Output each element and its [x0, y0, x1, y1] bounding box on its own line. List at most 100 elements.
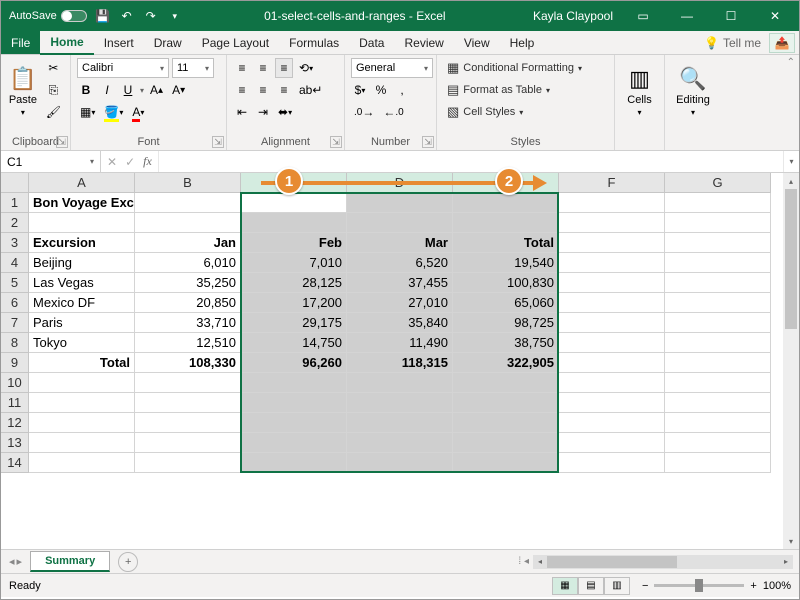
cell-G1[interactable] — [665, 193, 771, 213]
view-page-layout-button[interactable]: ▤ — [578, 577, 604, 595]
cut-icon[interactable]: ✂ — [43, 58, 64, 78]
cell-F6[interactable] — [559, 293, 665, 313]
cell-F9[interactable] — [559, 353, 665, 373]
cell-C6[interactable]: 17,200 — [241, 293, 347, 313]
tab-insert[interactable]: Insert — [94, 32, 144, 54]
align-center-button[interactable]: ≡ — [254, 80, 272, 100]
cell-G5[interactable] — [665, 273, 771, 293]
cell-G3[interactable] — [665, 233, 771, 253]
cell-A10[interactable] — [29, 373, 135, 393]
cell-C4[interactable]: 7,010 — [241, 253, 347, 273]
name-box[interactable]: C1▾ — [1, 151, 101, 172]
close-button[interactable]: ✕ — [755, 1, 795, 31]
cell-F11[interactable] — [559, 393, 665, 413]
cell-A4[interactable]: Beijing — [29, 253, 135, 273]
underline-button[interactable]: U — [119, 80, 137, 100]
cell-B4[interactable]: 6,010 — [135, 253, 241, 273]
cell-B2[interactable] — [135, 213, 241, 233]
column-header-G[interactable]: G — [665, 173, 771, 193]
clipboard-dialog-launcher[interactable]: ⇲ — [56, 136, 68, 148]
paste-button[interactable]: 📋 Paste ▾ — [7, 58, 39, 124]
column-header-F[interactable]: F — [559, 173, 665, 193]
cell-C10[interactable] — [241, 373, 347, 393]
cell-A9[interactable]: Total — [29, 353, 135, 373]
comma-button[interactable]: , — [393, 80, 411, 100]
cell-E8[interactable]: 38,750 — [453, 333, 559, 353]
cell-B13[interactable] — [135, 433, 241, 453]
tab-view[interactable]: View — [454, 32, 500, 54]
zoom-out-button[interactable]: − — [642, 580, 648, 592]
font-dialog-launcher[interactable]: ⇲ — [212, 136, 224, 148]
cell-G6[interactable] — [665, 293, 771, 313]
cell-E6[interactable]: 65,060 — [453, 293, 559, 313]
cell-E13[interactable] — [453, 433, 559, 453]
maximize-button[interactable]: ☐ — [711, 1, 751, 31]
align-right-button[interactable]: ≡ — [275, 80, 293, 100]
align-middle-button[interactable]: ≡ — [254, 58, 272, 78]
increase-indent-button[interactable]: ⇥ — [254, 102, 272, 122]
row-header-1[interactable]: 1 — [1, 193, 29, 213]
row-header-3[interactable]: 3 — [1, 233, 29, 253]
row-header-9[interactable]: 9 — [1, 353, 29, 373]
cell-F2[interactable] — [559, 213, 665, 233]
orientation-button[interactable]: ⟲▾ — [296, 58, 316, 78]
shrink-font-button[interactable]: A▾ — [169, 80, 188, 100]
row-header-11[interactable]: 11 — [1, 393, 29, 413]
horizontal-scrollbar[interactable]: ◂▸ — [533, 555, 793, 569]
minimize-button[interactable]: — — [667, 1, 707, 31]
cell-G8[interactable] — [665, 333, 771, 353]
cell-D6[interactable]: 27,010 — [347, 293, 453, 313]
format-painter-icon[interactable]: 🖌 — [43, 102, 64, 122]
cell-F12[interactable] — [559, 413, 665, 433]
cell-B6[interactable]: 20,850 — [135, 293, 241, 313]
cell-D13[interactable] — [347, 433, 453, 453]
ribbon-options-icon[interactable]: ▭ — [623, 1, 663, 31]
fill-color-button[interactable]: 🪣▾ — [101, 102, 126, 122]
cell-B10[interactable] — [135, 373, 241, 393]
vertical-scrollbar[interactable]: ▴▾ — [783, 173, 799, 549]
cancel-formula-icon[interactable]: ✕ — [107, 155, 117, 169]
cell-F5[interactable] — [559, 273, 665, 293]
cell-B1[interactable] — [135, 193, 241, 213]
number-dialog-launcher[interactable]: ⇲ — [422, 136, 434, 148]
cell-D5[interactable]: 37,455 — [347, 273, 453, 293]
accept-formula-icon[interactable]: ✓ — [125, 155, 135, 169]
cell-A14[interactable] — [29, 453, 135, 473]
cell-C5[interactable]: 28,125 — [241, 273, 347, 293]
cell-C7[interactable]: 29,175 — [241, 313, 347, 333]
column-header-B[interactable]: B — [135, 173, 241, 193]
cell-F1[interactable] — [559, 193, 665, 213]
cell-B5[interactable]: 35,250 — [135, 273, 241, 293]
tell-me-search[interactable]: 💡 Tell me — [696, 36, 769, 50]
undo-icon[interactable]: ↶ — [119, 8, 135, 24]
row-header-10[interactable]: 10 — [1, 373, 29, 393]
cell-D1[interactable] — [347, 193, 453, 213]
cell-A12[interactable] — [29, 413, 135, 433]
cell-C3[interactable]: Feb — [241, 233, 347, 253]
cell-A6[interactable]: Mexico DF — [29, 293, 135, 313]
cell-A8[interactable]: Tokyo — [29, 333, 135, 353]
row-header-8[interactable]: 8 — [1, 333, 29, 353]
row-header-2[interactable]: 2 — [1, 213, 29, 233]
cells-button[interactable]: ▥Cells▾ — [621, 58, 658, 124]
cell-G7[interactable] — [665, 313, 771, 333]
cell-E11[interactable] — [453, 393, 559, 413]
row-header-13[interactable]: 13 — [1, 433, 29, 453]
cell-F4[interactable] — [559, 253, 665, 273]
bold-button[interactable]: B — [77, 80, 95, 100]
cell-E3[interactable]: Total — [453, 233, 559, 253]
cell-C12[interactable] — [241, 413, 347, 433]
font-size-combo[interactable]: 11▾ — [172, 58, 214, 78]
cell-E2[interactable] — [453, 213, 559, 233]
column-header-A[interactable]: A — [29, 173, 135, 193]
cell-A7[interactable]: Paris — [29, 313, 135, 333]
conditional-formatting-button[interactable]: ▦Conditional Formatting▾ — [443, 58, 586, 78]
row-header-14[interactable]: 14 — [1, 453, 29, 473]
cell-B11[interactable] — [135, 393, 241, 413]
border-button[interactable]: ▦▾ — [77, 102, 98, 122]
font-name-combo[interactable]: Calibri▾ — [77, 58, 169, 78]
formula-input[interactable] — [159, 151, 783, 172]
row-header-7[interactable]: 7 — [1, 313, 29, 333]
italic-button[interactable]: I — [98, 80, 116, 100]
cell-G2[interactable] — [665, 213, 771, 233]
